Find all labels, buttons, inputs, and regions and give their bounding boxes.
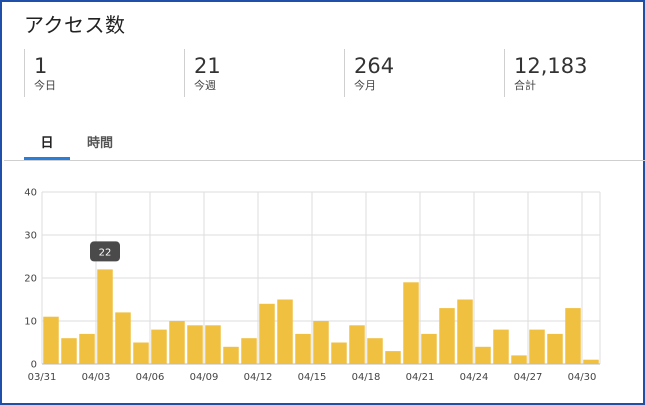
bar [43, 316, 59, 364]
bar [313, 321, 329, 364]
stat-week-value: 21 [194, 54, 221, 78]
bar [565, 308, 581, 364]
bar [403, 282, 419, 364]
bar [331, 342, 347, 364]
x-tick-label: 04/09 [190, 372, 219, 383]
bar [583, 359, 599, 364]
y-tick-label: 10 [24, 317, 37, 328]
stat-month: 264 今月 [344, 49, 494, 97]
bar [169, 321, 185, 364]
x-tick-label: 04/15 [298, 372, 327, 383]
x-tick-label: 04/21 [406, 372, 435, 383]
bar [475, 346, 491, 364]
bar [349, 325, 365, 364]
bar [259, 303, 275, 364]
bar [133, 342, 149, 364]
stat-week-label: 今週 [194, 79, 216, 92]
bar [367, 338, 383, 364]
bar [493, 329, 509, 364]
panel-title: アクセス数 [24, 13, 126, 37]
stat-month-label: 今月 [354, 79, 376, 92]
y-tick-label: 30 [24, 231, 37, 242]
y-tick-label: 40 [24, 188, 37, 199]
x-tick-label: 04/03 [82, 372, 111, 383]
stat-week: 21 今週 [184, 49, 334, 97]
x-tick-label: 04/06 [136, 372, 165, 383]
stat-today: 1 今日 [24, 49, 174, 97]
value-tooltip-label: 22 [99, 247, 112, 258]
x-tick-label: 03/31 [28, 372, 57, 383]
stat-today-value: 1 [34, 54, 48, 78]
bar [385, 351, 401, 364]
active-tab-indicator [24, 157, 70, 160]
stat-month-value: 264 [354, 54, 395, 78]
x-tick-label: 04/12 [244, 372, 273, 383]
bar [61, 338, 77, 364]
x-tick-label: 04/18 [352, 372, 381, 383]
bar [151, 329, 167, 364]
tab-bar: 日 時間 [24, 122, 624, 160]
bar [241, 338, 257, 364]
bar [511, 355, 527, 364]
bar [187, 325, 203, 364]
bar [115, 312, 131, 364]
x-tick-label: 04/24 [460, 372, 489, 383]
stats-row: 1 今日 21 今週 264 今月 12,183 合計 [24, 49, 624, 97]
tab-divider [4, 160, 645, 161]
y-tick-label: 20 [24, 274, 37, 285]
value-tooltip [90, 241, 120, 262]
stat-total: 12,183 合計 [504, 49, 645, 97]
x-tick-label: 04/27 [514, 372, 543, 383]
tab-day[interactable]: 日 [24, 122, 70, 160]
tab-day-label: 日 [40, 136, 54, 151]
tab-hour-label: 時間 [86, 136, 113, 151]
bar [79, 333, 95, 364]
bar [421, 333, 437, 364]
bar [529, 329, 545, 364]
stat-total-value: 12,183 [514, 54, 588, 78]
bar [439, 308, 455, 364]
bar [457, 299, 473, 364]
bar [223, 346, 239, 364]
bar [295, 333, 311, 364]
tab-hour[interactable]: 時間 [82, 122, 118, 160]
access-bar-chart: 0 10 20 30 40 03/31 04/03 04/06 04/09 04/12 04/15 0… [24, 188, 601, 383]
bar [547, 333, 563, 364]
bar [277, 299, 293, 364]
x-tick-label: 04/30 [568, 372, 597, 383]
stat-today-label: 今日 [34, 79, 56, 92]
bar [97, 269, 113, 364]
bar [205, 325, 221, 364]
y-tick-label: 0 [31, 360, 37, 371]
stat-total-label: 合計 [514, 79, 536, 92]
